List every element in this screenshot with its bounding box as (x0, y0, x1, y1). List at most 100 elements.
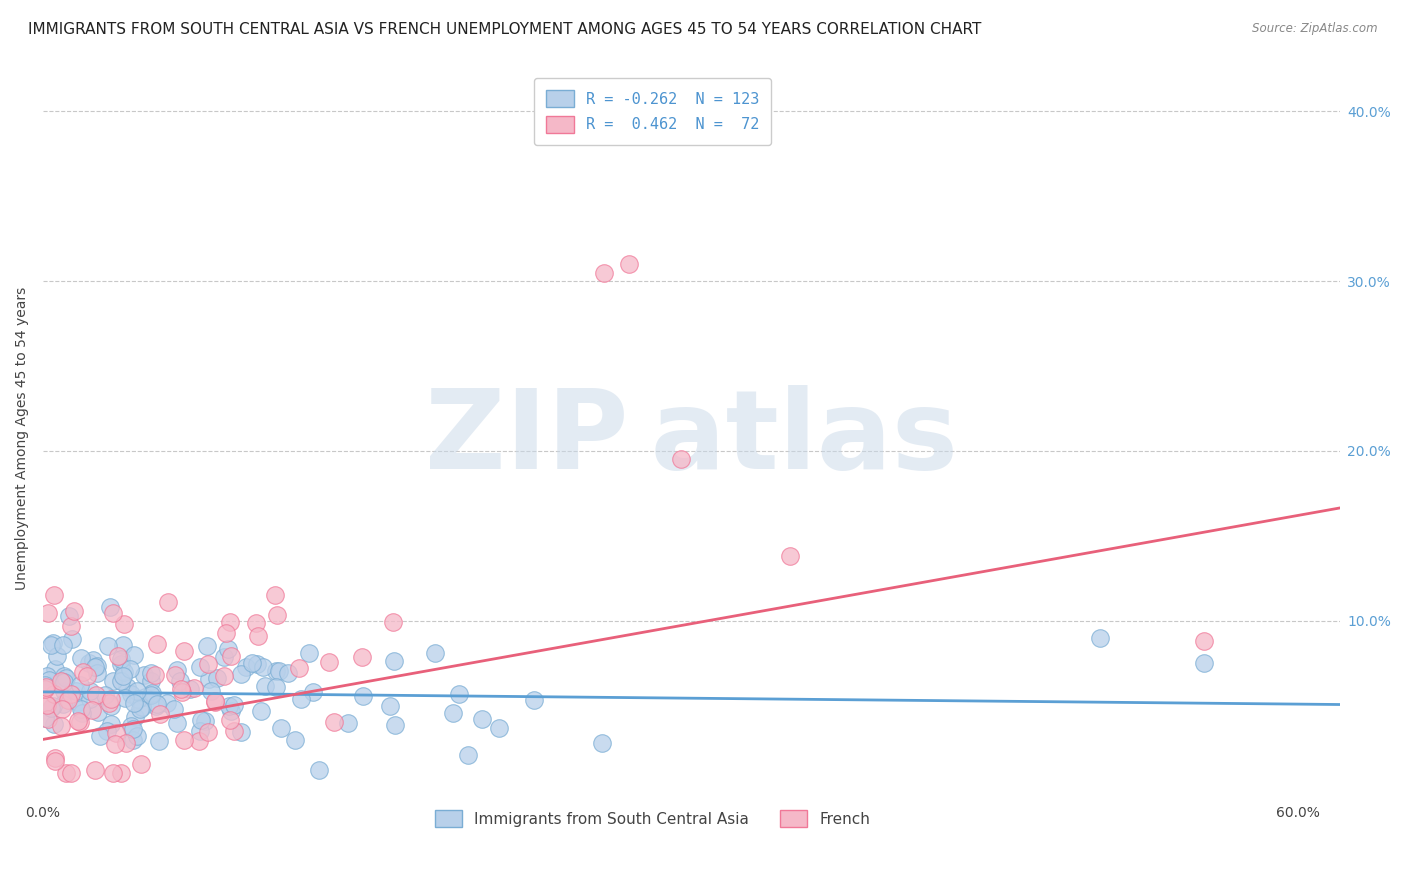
Point (60, 632, 83, 646)
Point (188, 724, 211, 739)
Point (120, 687, 142, 701)
Point (264, 664, 287, 678)
Point (110, 766, 132, 780)
Point (69, 715, 91, 730)
Point (84, 660, 107, 674)
Point (101, 606, 124, 620)
Y-axis label: Unemployment Among Ages 45 to 54 years: Unemployment Among Ages 45 to 54 years (15, 286, 30, 590)
Point (82, 653, 104, 667)
Point (44, 687, 66, 701)
Point (114, 690, 136, 705)
Point (267, 664, 290, 678)
Point (122, 722, 145, 736)
Point (229, 724, 252, 739)
Point (107, 649, 129, 664)
Point (129, 756, 152, 771)
Point (70, 702, 93, 716)
Point (110, 657, 132, 671)
Point (86, 665, 108, 680)
Point (457, 747, 479, 762)
Point (122, 696, 145, 710)
Point (53, 669, 76, 683)
Point (288, 661, 311, 675)
Point (219, 713, 242, 727)
Point (219, 648, 242, 663)
Point (298, 646, 321, 660)
Point (197, 657, 219, 671)
Point (125, 729, 148, 743)
Point (143, 667, 166, 681)
Point (523, 692, 546, 706)
Point (246, 629, 269, 643)
Point (44, 750, 66, 764)
Point (52, 684, 75, 698)
Point (290, 692, 312, 706)
Point (308, 764, 330, 778)
Point (352, 690, 374, 704)
Point (84, 688, 107, 702)
Point (83, 763, 105, 777)
Point (89, 729, 111, 743)
Point (97, 639, 120, 653)
Point (669, 452, 692, 467)
Point (76, 669, 98, 683)
Point (301, 684, 323, 698)
Point (194, 714, 217, 728)
Point (34, 696, 56, 710)
Point (112, 638, 135, 652)
Point (112, 665, 135, 679)
Point (157, 595, 180, 609)
Point (204, 694, 226, 708)
Point (66, 714, 89, 729)
Point (101, 766, 124, 780)
Point (104, 737, 127, 751)
Point (423, 646, 446, 660)
Point (222, 723, 245, 738)
Point (37, 606, 59, 620)
Point (127, 684, 149, 698)
Point (80, 703, 103, 717)
Point (93, 688, 115, 702)
Point (96, 724, 118, 739)
Point (173, 733, 195, 747)
Point (149, 707, 172, 722)
Point (87, 705, 110, 719)
Point (60, 619, 83, 633)
Point (56, 692, 79, 706)
Point (190, 713, 212, 727)
Point (34, 678, 56, 692)
Point (245, 616, 267, 631)
Point (67, 695, 90, 709)
Point (169, 674, 191, 689)
Point (129, 702, 152, 716)
Point (197, 724, 219, 739)
Point (252, 659, 274, 673)
Point (163, 702, 186, 716)
Point (77, 657, 100, 671)
Point (117, 680, 139, 694)
Point (253, 680, 276, 694)
Point (52, 675, 75, 690)
Point (352, 650, 374, 665)
Point (120, 719, 142, 733)
Point (284, 733, 307, 747)
Point (35, 680, 58, 694)
Point (118, 662, 141, 676)
Point (101, 673, 124, 688)
Point (110, 652, 132, 666)
Point (72, 665, 94, 679)
Point (44, 754, 66, 768)
Point (488, 721, 510, 735)
Point (323, 714, 346, 729)
Point (1192, 656, 1215, 670)
Point (112, 616, 135, 631)
Point (1192, 634, 1215, 648)
Point (114, 736, 136, 750)
Point (382, 654, 405, 668)
Point (318, 655, 340, 669)
Point (141, 674, 163, 689)
Point (79, 684, 101, 698)
Point (42, 698, 65, 713)
Point (52, 697, 75, 711)
Point (79, 691, 101, 706)
